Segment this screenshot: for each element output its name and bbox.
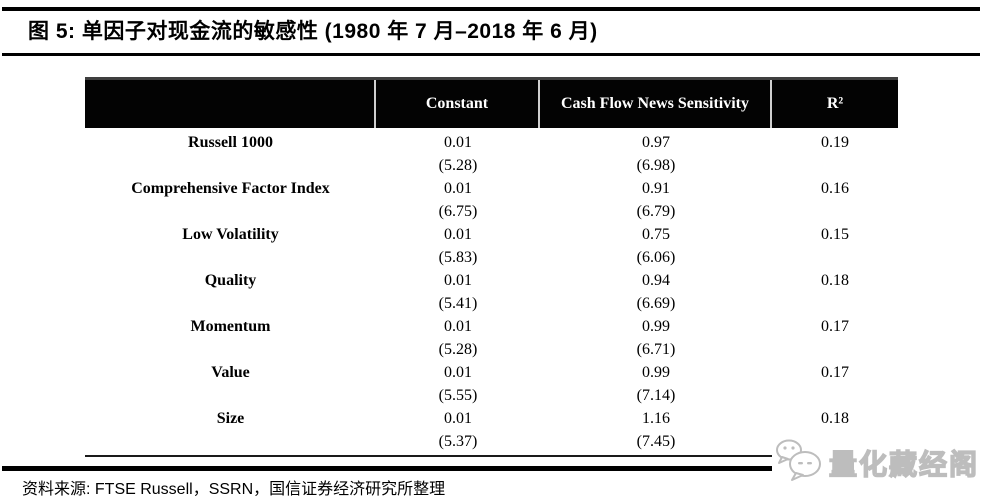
constant-tstat-cell: (5.28) (438, 156, 478, 174)
r2-value-cell: 0.17 (821, 317, 849, 335)
wechat-chat-bubbles-icon (774, 438, 826, 487)
sensitivity-tstat-cell: (6.06) (636, 248, 676, 266)
r2-value-cell: 0.17 (821, 363, 849, 381)
regression-table: Constant Cash Flow News Sensitivity R² R… (85, 77, 898, 457)
table-row-tstats: (5.55) (7.14) (85, 384, 898, 407)
r2-value-cell: 0.18 (821, 409, 849, 427)
factor-label-cell: Value (211, 363, 250, 381)
header-cell-sensitivity: Cash Flow News Sensitivity (540, 80, 772, 128)
constant-value-cell: 0.01 (444, 317, 472, 335)
title-divider-rule (2, 53, 980, 56)
r2-value-cell: 0.15 (821, 225, 849, 243)
sensitivity-tstat-cell: (6.98) (636, 156, 676, 174)
constant-tstat-cell: (5.83) (438, 248, 478, 266)
r2-value-cell: 0.18 (821, 271, 849, 289)
sensitivity-value-cell: 0.94 (642, 271, 670, 289)
constant-tstat-cell: (5.37) (438, 432, 478, 450)
table-bottom-rule (85, 455, 898, 457)
constant-value-cell: 0.01 (444, 179, 472, 197)
sensitivity-value-cell: 0.99 (642, 363, 670, 381)
sensitivity-value-cell: 0.99 (642, 317, 670, 335)
sensitivity-value-cell: 1.16 (642, 409, 670, 427)
r2-value-cell: 0.19 (821, 133, 849, 151)
factor-label-cell: Russell 1000 (188, 133, 273, 151)
sensitivity-value-cell: 0.91 (642, 179, 670, 197)
table-header-row: Constant Cash Flow News Sensitivity R² (85, 77, 898, 128)
table-body: Russell 1000 0.01 0.97 0.19 (5.28) (6.98) Comp… (85, 128, 898, 453)
table-row-tstats: (5.28) (6.98) (85, 154, 898, 177)
constant-value-cell: 0.01 (444, 271, 472, 289)
table-row-values: Momentum 0.01 0.99 0.17 (85, 315, 898, 338)
table-row-values: Quality 0.01 0.94 0.18 (85, 269, 898, 292)
watermark-text: 量化藏经阁 (828, 448, 979, 480)
constant-tstat-cell: (5.41) (438, 294, 478, 312)
sensitivity-tstat-cell: (6.79) (636, 202, 676, 220)
constant-value-cell: 0.01 (444, 363, 472, 381)
sensitivity-tstat-cell: (7.45) (636, 432, 676, 450)
sensitivity-tstat-cell: (6.69) (636, 294, 676, 312)
constant-tstat-cell: (6.75) (438, 202, 478, 220)
r2-value-cell: 0.16 (821, 179, 849, 197)
top-rule (2, 7, 980, 11)
constant-value-cell: 0.01 (444, 225, 472, 243)
table-row-values: Low Volatility 0.01 0.75 0.15 (85, 223, 898, 246)
table-row-values: Comprehensive Factor Index 0.01 0.91 0.16 (85, 177, 898, 200)
table-row-values: Size 0.01 1.16 0.18 (85, 407, 898, 430)
factor-label-cell: Quality (204, 271, 257, 289)
sensitivity-tstat-cell: (7.14) (636, 386, 676, 404)
sensitivity-value-cell: 0.75 (642, 225, 670, 243)
constant-value-cell: 0.01 (444, 133, 472, 151)
factor-label-cell: Size (216, 409, 245, 427)
table-row-tstats: (6.75) (6.79) (85, 200, 898, 223)
footer-rule (2, 466, 981, 471)
table-row-tstats: (5.28) (6.71) (85, 338, 898, 361)
table-row-tstats: (5.83) (6.06) (85, 246, 898, 269)
factor-label-cell: Momentum (190, 317, 271, 335)
table-row-tstats: (5.37) (7.45) (85, 430, 898, 453)
sensitivity-value-cell: 0.97 (642, 133, 670, 151)
factor-label-cell: Comprehensive Factor Index (131, 179, 330, 197)
constant-tstat-cell: (5.55) (438, 386, 478, 404)
table-row-values: Russell 1000 0.01 0.97 0.19 (85, 131, 898, 154)
source-note: 资料来源: FTSE Russell，SSRN，国信证券经济研究所整理 (22, 481, 446, 498)
header-cell-row-label (85, 80, 376, 128)
header-cell-r2: R² (826, 95, 844, 113)
table-row-tstats: (5.41) (6.69) (85, 292, 898, 315)
sensitivity-tstat-cell: (6.71) (636, 340, 676, 358)
constant-value-cell: 0.01 (444, 409, 472, 427)
factor-label-cell: Low Volatility (182, 225, 279, 243)
table-row-values: Value 0.01 0.99 0.17 (85, 361, 898, 384)
constant-tstat-cell: (5.28) (438, 340, 478, 358)
watermark: 量化藏经阁 (771, 437, 981, 488)
header-cell-constant: Constant (376, 80, 540, 128)
figure-title: 图 5: 单因子对现金流的敏感性 (1980 年 7 月–2018 年 6 月) (28, 20, 598, 43)
